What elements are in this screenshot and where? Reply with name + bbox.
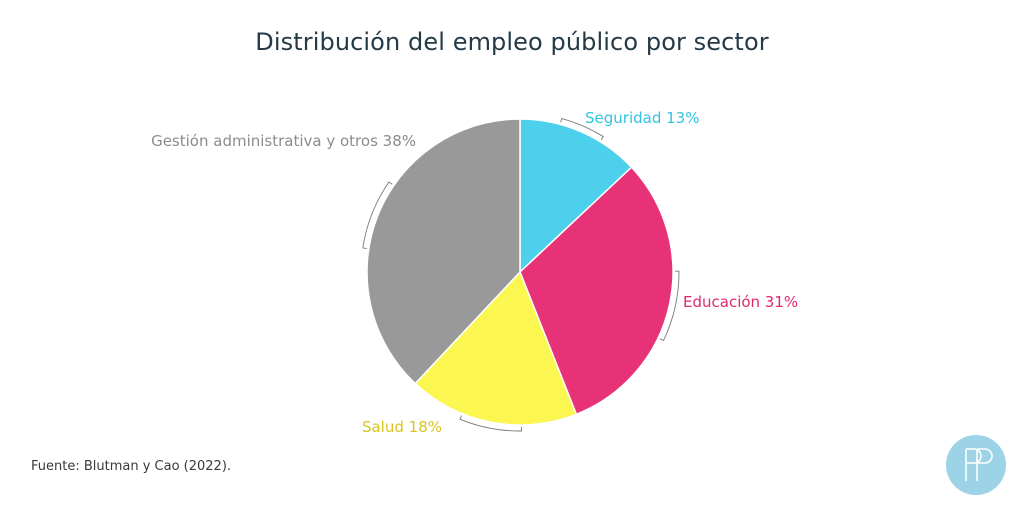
label-bracket-gestion-administrativa-y-otros xyxy=(362,181,393,249)
slice-label-gestion-administrativa-y-otros: Gestión administrativa y otros 38% xyxy=(151,132,416,150)
source-note: Fuente: Blutman y Cao (2022). xyxy=(31,459,232,474)
slice-label-salud: Salud 18% xyxy=(362,418,442,436)
label-bracket-seguridad xyxy=(560,118,604,141)
pie-slice-seguridad xyxy=(519,118,633,274)
chart-title: Distribución del empleo público por sect… xyxy=(255,28,769,56)
pie-slice-educacion xyxy=(519,166,674,416)
label-bracket-salud xyxy=(459,415,522,432)
pie-slice-gestion-administrativa-y-otros xyxy=(366,118,521,385)
slice-label-educacion: Educación 31% xyxy=(683,293,798,311)
slice-label-seguridad: Seguridad 13% xyxy=(585,109,699,127)
pie-slice-salud xyxy=(414,270,578,426)
label-bracket-educacion xyxy=(659,270,680,342)
pp-logo-icon xyxy=(946,435,1006,495)
